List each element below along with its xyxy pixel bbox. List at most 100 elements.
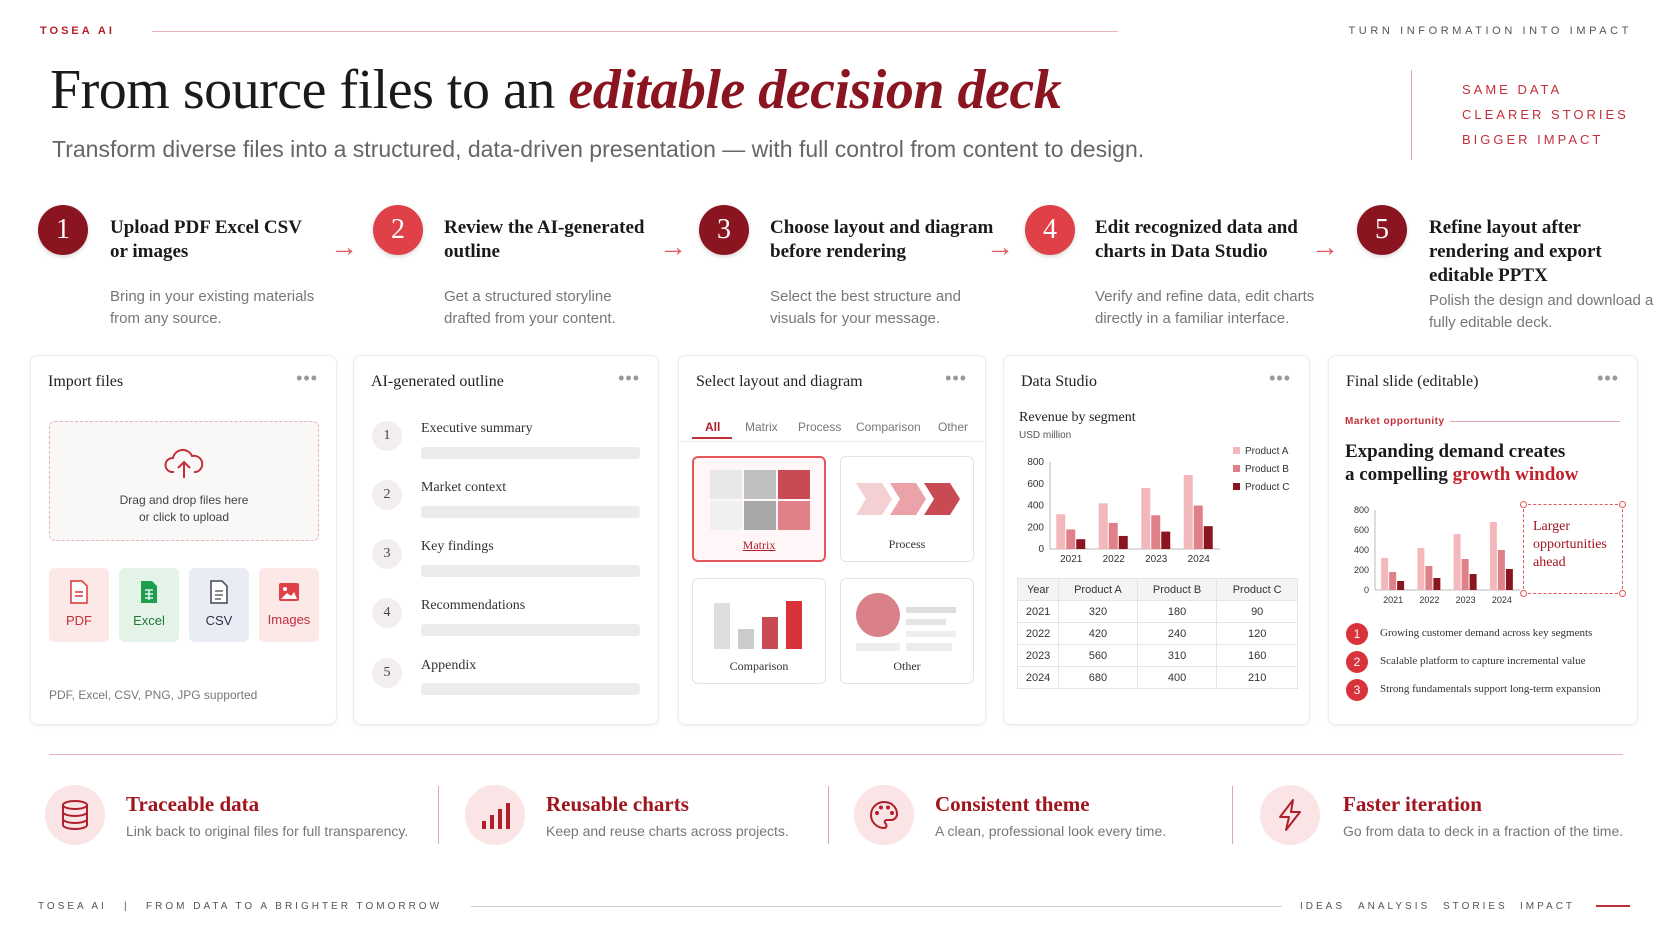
resize-handle[interactable] xyxy=(1520,501,1527,508)
column-header: Product C xyxy=(1216,578,1298,601)
resize-handle[interactable] xyxy=(1619,501,1626,508)
table-cell[interactable]: 120 xyxy=(1216,622,1298,645)
table-cell[interactable]: 420 xyxy=(1058,622,1138,645)
y-tick-label: 200 xyxy=(1027,522,1044,533)
file-type-images[interactable]: Images xyxy=(259,568,319,642)
feature-title: Reusable charts xyxy=(546,792,689,816)
file-dropzone[interactable]: Drag and drop files here or click to upl… xyxy=(49,421,319,541)
table-cell[interactable]: 160 xyxy=(1216,644,1298,667)
chart-title: Revenue by segment xyxy=(1019,410,1136,425)
bar xyxy=(1193,505,1203,549)
table-cell[interactable]: 2023 xyxy=(1016,644,1060,667)
slide-headline[interactable]: Expanding demand creates a compelling gr… xyxy=(1345,440,1578,486)
table-cell[interactable]: 240 xyxy=(1136,622,1218,645)
outline-item-label[interactable]: Key findings xyxy=(421,539,494,554)
title-plain: From source files to an xyxy=(50,59,569,121)
table-cell[interactable]: 320 xyxy=(1058,600,1138,623)
layout-option-label: Comparison xyxy=(729,659,789,673)
table-cell[interactable]: 180 xyxy=(1136,600,1218,623)
more-options-icon[interactable]: ••• xyxy=(618,368,640,388)
file-type-csv[interactable]: CSV xyxy=(189,568,249,642)
headline-line-2-highlight: growth window xyxy=(1452,464,1579,485)
feature-icon-badge xyxy=(854,785,914,845)
file-type-pdf[interactable]: PDF xyxy=(49,568,109,642)
bar xyxy=(1056,514,1066,549)
bar xyxy=(1497,550,1505,590)
layout-option-other[interactable]: Other xyxy=(840,578,974,684)
data-table[interactable]: Year Product A Product B Product C 2021 3… xyxy=(1016,578,1298,689)
layout-option-comparison[interactable]: Comparison xyxy=(692,578,826,684)
layout-option-matrix[interactable]: Matrix xyxy=(692,456,826,562)
more-options-icon[interactable]: ••• xyxy=(1597,368,1619,388)
outline-item-label[interactable]: Recommendations xyxy=(421,598,526,613)
text-callout-box[interactable]: Larger opportunities ahead xyxy=(1520,501,1626,597)
more-options-icon[interactable]: ••• xyxy=(1269,368,1291,388)
bar-chart-icon xyxy=(482,803,510,829)
y-tick-label: 0 xyxy=(1038,544,1044,555)
page-title: From source files to an editable decisio… xyxy=(50,58,1062,122)
tab-process[interactable]: Process xyxy=(798,420,842,434)
more-options-icon[interactable]: ••• xyxy=(296,368,318,388)
bar xyxy=(1433,578,1441,590)
file-type-label: PDF xyxy=(66,613,92,628)
kicker-divider xyxy=(1450,421,1620,422)
resize-handle[interactable] xyxy=(1520,590,1527,597)
feature-desc: Go from data to deck in a fraction of th… xyxy=(1343,823,1624,839)
footer-item-ideas: IDEAS xyxy=(1300,901,1346,912)
pdf-file-icon xyxy=(70,580,88,604)
resize-handle[interactable] xyxy=(1619,590,1626,597)
file-type-excel[interactable]: Excel xyxy=(119,568,179,642)
feature-separator xyxy=(1232,786,1233,844)
table-cell[interactable]: 680 xyxy=(1058,666,1138,689)
outline-item-label[interactable]: Market context xyxy=(421,480,507,495)
table-row: 2021 320 180 90 xyxy=(1016,600,1298,623)
tab-other[interactable]: Other xyxy=(938,420,969,434)
more-options-icon[interactable]: ••• xyxy=(945,368,967,388)
layout-option-process[interactable]: Process xyxy=(840,456,974,562)
footer-slogan: FROM DATA TO A BRIGHTER TOMORROW xyxy=(146,901,443,912)
outline-item-number: 3 xyxy=(372,539,402,569)
step-2-number: 2 xyxy=(373,205,423,255)
step-4-number: 4 xyxy=(1025,205,1075,255)
table-cell[interactable]: 560 xyxy=(1058,644,1138,667)
tab-comparison[interactable]: Comparison xyxy=(856,420,921,434)
step-3-number: 3 xyxy=(699,205,749,255)
headline-line-2-plain: a compelling xyxy=(1345,464,1453,485)
step-5-title: Refine layout after rendering and export… xyxy=(1429,217,1602,286)
table-cell[interactable]: 400 xyxy=(1136,666,1218,689)
table-row: 2023 560 310 160 xyxy=(1016,644,1298,667)
table-cell[interactable]: 90 xyxy=(1216,600,1298,623)
feature-desc: A clean, professional look every time. xyxy=(935,823,1167,839)
bullet-number: 3 xyxy=(1346,679,1368,701)
outline-item-label[interactable]: Executive summary xyxy=(421,421,533,436)
tab-matrix[interactable]: Matrix xyxy=(745,420,778,434)
outline-placeholder-bar xyxy=(421,506,640,518)
table-cell[interactable]: 2024 xyxy=(1016,666,1060,689)
y-tick-label: 400 xyxy=(1027,501,1044,512)
tagline-3: BIGGER IMPACT xyxy=(1462,132,1604,147)
card-title: AI-generated outline xyxy=(371,373,504,390)
footer-accent-line xyxy=(1596,905,1630,907)
bullet-text: Strong fundamentals support long-term ex… xyxy=(1380,683,1601,695)
card-title: Select layout and diagram xyxy=(696,373,863,390)
bullet-number: 1 xyxy=(1346,623,1368,645)
slide-bar-chart[interactable]: 0 200 400 600 800 2021 2022 2023 2024 xyxy=(1335,500,1525,612)
outline-placeholder-bar xyxy=(421,683,640,695)
step-5-number: 5 xyxy=(1357,205,1407,255)
footer-divider xyxy=(471,906,1282,907)
x-tick-label: 2022 xyxy=(1103,554,1126,565)
table-cell[interactable]: 310 xyxy=(1136,644,1218,667)
csv-file-icon xyxy=(210,580,228,604)
tab-all[interactable]: All xyxy=(705,420,721,434)
bar xyxy=(1203,526,1213,549)
page-subtitle: Transform diverse files into a structure… xyxy=(52,136,1145,162)
callout-text: Larger opportunities ahead xyxy=(1533,519,1607,570)
database-icon xyxy=(62,800,88,830)
outline-item-label[interactable]: Appendix xyxy=(421,658,477,673)
file-type-label: CSV xyxy=(205,613,233,628)
table-cell[interactable]: 210 xyxy=(1216,666,1298,689)
headline-line-1: Expanding demand creates xyxy=(1345,441,1566,462)
table-cell[interactable]: 2022 xyxy=(1016,622,1060,645)
table-cell[interactable]: 2021 xyxy=(1016,600,1060,623)
revenue-bar-chart: 0 200 400 600 800 2021 2022 2023 2024 Product A Pr… xyxy=(1027,446,1289,565)
